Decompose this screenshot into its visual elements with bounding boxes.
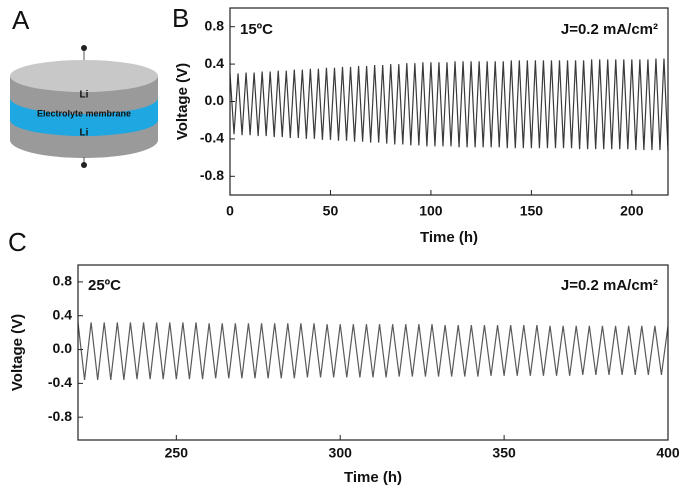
x-tick-label: 150	[520, 203, 544, 219]
y-tick-label: -0.4	[200, 130, 224, 146]
y-tick-label: 0.4	[205, 55, 225, 71]
x-axis-title: Time (h)	[420, 229, 478, 246]
x-tick-label: 50	[323, 203, 339, 219]
panel-a: A Li Electrolyte membrane Li	[10, 5, 158, 168]
current-density-label: J=0.2 mA/cm²	[561, 21, 658, 38]
temperature-label: 25ºC	[88, 277, 121, 294]
terminal	[81, 162, 87, 168]
current-density-label: J=0.2 mA/cm²	[561, 277, 658, 294]
layer-label: Li	[80, 90, 89, 101]
panel-label: B	[172, 3, 189, 33]
y-tick-label: 0.8	[53, 273, 73, 289]
y-tick-label: 0.8	[205, 17, 225, 33]
panel-label: C	[8, 227, 27, 257]
y-tick-label: 0.0	[53, 340, 73, 356]
cell-top	[10, 60, 158, 92]
y-tick-label: -0.8	[48, 408, 72, 424]
panel-label: A	[12, 5, 30, 35]
x-axis-title: Time (h)	[344, 469, 402, 486]
layer-label: Electrolyte membrane	[37, 108, 131, 118]
layer-label: Li	[80, 128, 89, 139]
y-axis-title: Voltage (V)	[9, 314, 26, 391]
y-tick-label: 0.4	[53, 306, 73, 322]
x-tick-label: 250	[165, 445, 189, 461]
y-tick-label: -0.8	[200, 167, 224, 183]
terminal	[81, 45, 87, 51]
temperature-label: 15ºC	[240, 21, 273, 38]
y-tick-label: 0.0	[205, 92, 225, 108]
voltage-trace	[229, 58, 669, 152]
x-tick-label: 200	[620, 203, 644, 219]
y-tick-label: -0.4	[48, 374, 72, 390]
plot-frame	[77, 264, 669, 441]
y-axis-title: Voltage (V)	[174, 63, 191, 140]
x-tick-label: 400	[656, 445, 680, 461]
x-tick-label: 0	[226, 203, 234, 219]
membrane	[10, 98, 158, 136]
x-tick-label: 300	[329, 445, 353, 461]
x-tick-label: 350	[492, 445, 516, 461]
voltage-trace	[77, 322, 669, 381]
x-tick-label: 100	[419, 203, 443, 219]
